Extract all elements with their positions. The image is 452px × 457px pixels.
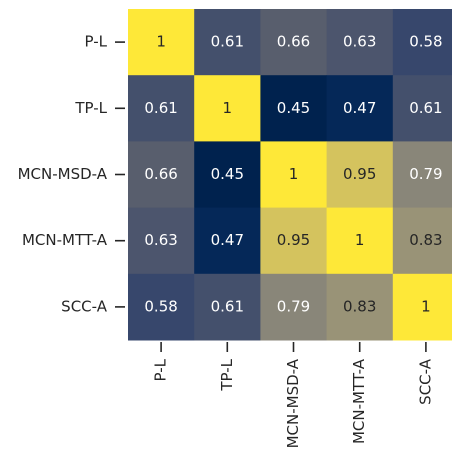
x-tick-label: MCN-MSD-A	[284, 358, 302, 448]
cell-label: 0.47	[343, 99, 376, 117]
y-tick-label: TP-L	[74, 99, 107, 117]
heatmap-cell	[260, 207, 328, 275]
cell-label: 0.61	[409, 99, 442, 117]
heatmap-cell	[128, 9, 195, 76]
cell-label: 0.63	[144, 231, 177, 249]
cell-label: 0.63	[343, 33, 376, 51]
heatmap-cell	[260, 75, 328, 142]
heatmap-cell	[260, 9, 328, 76]
heatmap-cell	[392, 207, 452, 275]
heatmap-cell	[128, 141, 195, 209]
y-tick-label: SCC-A	[61, 297, 108, 315]
cell-label: 0.95	[343, 165, 376, 183]
cell-label: 0.61	[144, 99, 177, 117]
x-tick-label: MCN-MTT-A	[350, 358, 368, 444]
cell-label: 1	[421, 297, 431, 315]
x-tick-label: P-L	[152, 358, 170, 381]
heatmap-cell	[194, 273, 261, 341]
cell-label: 0.61	[211, 33, 244, 51]
cell-label: 1	[156, 33, 166, 51]
heatmap-cell	[392, 9, 452, 76]
cell-label: 1	[355, 231, 365, 249]
cell-label: 0.45	[277, 99, 310, 117]
y-tick-label: P-L	[85, 33, 108, 51]
cell-label: 0.83	[409, 231, 442, 249]
heatmap-cell	[128, 207, 195, 275]
x-tick-label: SCC-A	[416, 358, 434, 405]
heatmap-cell	[326, 207, 394, 275]
heatmap-cell	[194, 75, 261, 142]
cell-label: 0.66	[144, 165, 177, 183]
cell-label: 1	[223, 99, 233, 117]
y-tick-label: MCN-MTT-A	[22, 231, 108, 249]
cell-label: 0.79	[409, 165, 442, 183]
y-tick-label: MCN-MSD-A	[18, 165, 108, 183]
heatmap-cell	[194, 207, 261, 275]
cell-label: 0.66	[277, 33, 310, 51]
heatmap-cell	[128, 273, 195, 341]
cell-label: 0.47	[211, 231, 244, 249]
cell-label: 0.58	[409, 33, 442, 51]
heatmap-cell	[392, 75, 452, 142]
heatmap-cell	[326, 9, 394, 76]
heatmap-cell	[194, 141, 261, 209]
heatmap-cell	[392, 273, 452, 341]
cell-label: 0.83	[343, 297, 376, 315]
heatmap-cell	[392, 141, 452, 209]
cell-label: 0.45	[211, 165, 244, 183]
cell-label: 0.79	[277, 297, 310, 315]
heatmap-cell	[194, 9, 261, 76]
cell-label: 0.58	[144, 297, 177, 315]
heatmap-cell	[326, 141, 394, 209]
x-tick-label: TP-L	[218, 358, 236, 391]
heatmap-cell	[260, 141, 328, 209]
cell-label: 1	[289, 165, 299, 183]
cell-label: 0.95	[277, 231, 310, 249]
heatmap-cell	[326, 75, 394, 142]
heatmap-cell	[128, 75, 195, 142]
heatmap-cell	[326, 273, 394, 341]
heatmap-cell	[260, 273, 328, 341]
cell-label: 0.61	[211, 297, 244, 315]
